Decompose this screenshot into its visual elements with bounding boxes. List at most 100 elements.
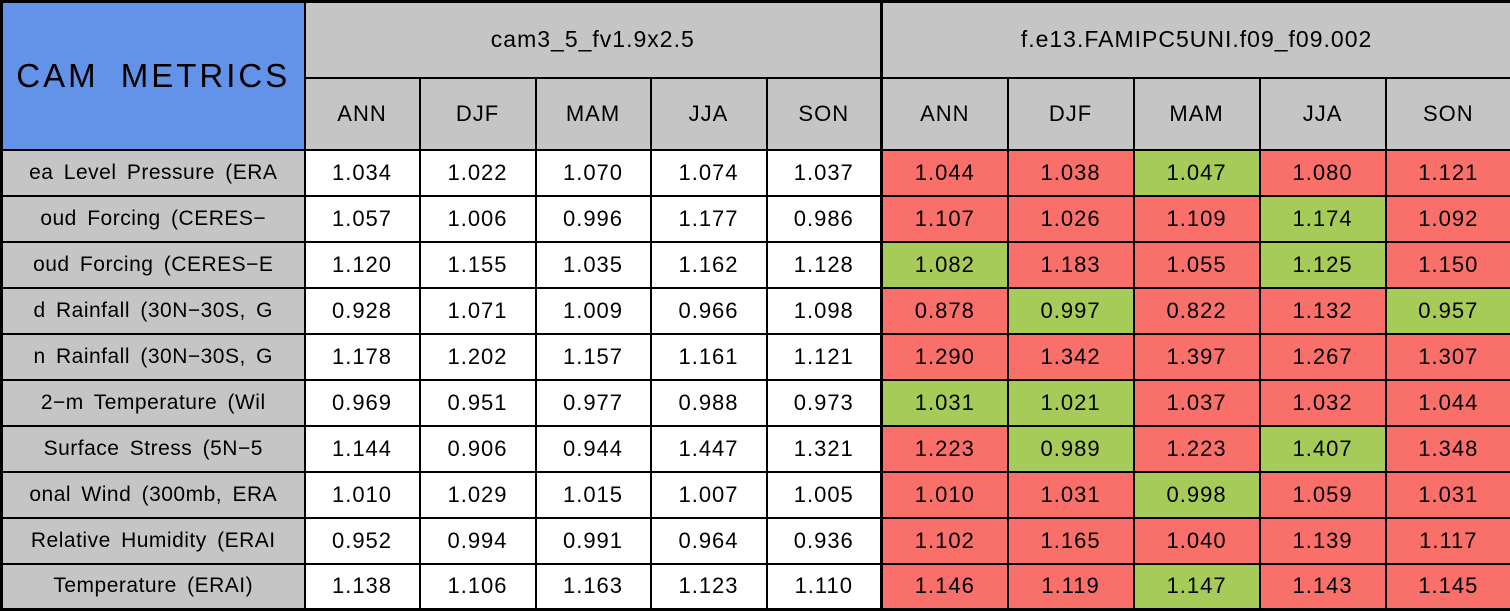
metric-value-cell-green: 0.997: [1006, 286, 1135, 335]
metric-value-cell-red: 1.145: [1384, 562, 1510, 611]
metric-value-cell: 1.022: [418, 148, 537, 197]
metric-value-cell-red: 1.038: [1006, 148, 1135, 197]
metric-value-cell: 0.966: [649, 286, 768, 335]
metric-value-cell-green: 1.174: [1258, 194, 1387, 243]
metric-value-cell-red: 0.822: [1132, 286, 1261, 335]
metric-value-cell-green: 1.407: [1258, 424, 1387, 473]
metric-value-cell: 1.155: [418, 240, 537, 289]
season-column-header: DJF: [1006, 76, 1135, 151]
metric-value-cell: 0.952: [303, 516, 421, 565]
metric-row-label: Temperature (ERAI): [0, 562, 306, 611]
metric-row: 2−m Temperature (Wil 0.969 0.951 0.977 0.988…: [0, 378, 1510, 427]
metric-value-cell: 1.178: [303, 332, 421, 381]
model-header-row: CAM METRICS cam3_5_fv1.9x2.5 f.e13.FAMIP…: [0, 0, 1510, 151]
metric-value-cell: 0.928: [303, 286, 421, 335]
metric-value-cell-red: 1.165: [1006, 516, 1135, 565]
season-column-header: MAM: [1132, 76, 1261, 151]
metric-value-cell: 1.010: [303, 470, 421, 519]
metric-value-cell-red: 1.092: [1384, 194, 1510, 243]
metric-value-cell-red: 1.150: [1384, 240, 1510, 289]
metric-value-cell-red: 1.121: [1384, 148, 1510, 197]
metric-row: onal Wind (300mb, ERA 1.010 1.029 1.015 1.00…: [0, 470, 1510, 519]
season-column-header: SON: [765, 76, 883, 151]
metric-value-cell-red: 1.059: [1258, 470, 1387, 519]
metric-value-cell-red: 1.397: [1132, 332, 1261, 381]
metric-value-cell: 0.988: [649, 378, 768, 427]
metric-value-cell: 0.951: [418, 378, 537, 427]
metric-value-cell-red: 1.119: [1006, 562, 1135, 611]
metric-value-cell-red: 1.132: [1258, 286, 1387, 335]
metric-value-cell: 1.162: [649, 240, 768, 289]
metric-value-cell-green: 1.082: [880, 240, 1009, 289]
season-column-header: SON: [1384, 76, 1510, 151]
metric-value-cell-red: 1.109: [1132, 194, 1261, 243]
metric-value-cell-red: 1.031: [1384, 470, 1510, 519]
metric-value-cell: 0.986: [765, 194, 883, 243]
metric-value-cell-red: 1.107: [880, 194, 1009, 243]
metric-value-cell: 1.110: [765, 562, 883, 611]
metric-value-cell: 1.202: [418, 332, 537, 381]
metric-row: oud Forcing (CERES−E 1.120 1.155 1.035 1.162…: [0, 240, 1510, 289]
metric-value-cell: 0.973: [765, 378, 883, 427]
metric-row-label: n Rainfall (30N−30S, G: [0, 332, 306, 381]
metric-value-cell: 0.969: [303, 378, 421, 427]
metric-value-cell-red: 1.183: [1006, 240, 1135, 289]
season-column-header: JJA: [649, 76, 768, 151]
metric-value-cell-green: 1.031: [880, 378, 1009, 427]
metric-value-cell-red: 1.102: [880, 516, 1009, 565]
metric-value-cell: 1.161: [649, 332, 768, 381]
metric-value-cell-red: 1.146: [880, 562, 1009, 611]
metric-value-cell: 1.123: [649, 562, 768, 611]
model-column-header-f-e13: f.e13.FAMIPC5UNI.f09_f09.002: [880, 0, 1510, 79]
metric-value-cell-red: 1.031: [1006, 470, 1135, 519]
metric-row: Temperature (ERAI) 1.138 1.106 1.163 1.123 1.…: [0, 562, 1510, 611]
metric-value-cell: 1.106: [418, 562, 537, 611]
metric-value-cell-red: 1.044: [1384, 378, 1510, 427]
metric-value-cell: 1.015: [534, 470, 652, 519]
metric-value-cell-green: 1.147: [1132, 562, 1261, 611]
metric-value-cell-red: 1.032: [1258, 378, 1387, 427]
metric-value-cell-red: 1.040: [1132, 516, 1261, 565]
metric-value-cell-red: 1.342: [1006, 332, 1135, 381]
metric-value-cell: 0.977: [534, 378, 652, 427]
metric-row: Surface Stress (5N−5 1.144 0.906 0.944 1.447…: [0, 424, 1510, 473]
metric-value-cell: 0.964: [649, 516, 768, 565]
metric-value-cell-red: 1.267: [1258, 332, 1387, 381]
metric-value-cell: 0.991: [534, 516, 652, 565]
metric-value-cell: 1.007: [649, 470, 768, 519]
metric-value-cell: 1.120: [303, 240, 421, 289]
metric-value-cell-green: 0.957: [1384, 286, 1510, 335]
metric-row-label: ea Level Pressure (ERA: [0, 148, 306, 197]
metric-value-cell-red: 1.037: [1132, 378, 1261, 427]
metric-value-cell-red: 0.878: [880, 286, 1009, 335]
season-header-row: ANN DJF MAM JJA SON ANN DJF MAM JJA SON: [2, 76, 1510, 151]
metric-value-cell-red: 1.026: [1006, 194, 1135, 243]
metric-row: Relative Humidity (ERAI 0.952 0.994 0.991 0.…: [0, 516, 1510, 565]
metric-value-cell: 1.029: [418, 470, 537, 519]
metric-value-cell: 1.074: [649, 148, 768, 197]
metric-value-cell: 1.447: [649, 424, 768, 473]
metric-row-label: Surface Stress (5N−5: [0, 424, 306, 473]
metric-value-cell: 1.071: [418, 286, 537, 335]
metric-value-cell-green: 1.125: [1258, 240, 1387, 289]
metric-value-cell: 1.009: [534, 286, 652, 335]
metric-value-cell: 1.157: [534, 332, 652, 381]
metric-value-cell: 1.177: [649, 194, 768, 243]
metric-value-cell-red: 1.010: [880, 470, 1009, 519]
metric-value-cell: 1.121: [765, 332, 883, 381]
metric-row-label: d Rainfall (30N−30S, G: [0, 286, 306, 335]
metric-value-cell-red: 1.044: [880, 148, 1009, 197]
metric-value-cell-green: 1.021: [1006, 378, 1135, 427]
metric-value-cell-green: 0.989: [1006, 424, 1135, 473]
metric-row-label: 2−m Temperature (Wil: [0, 378, 306, 427]
table-title: CAM METRICS: [0, 0, 306, 151]
metric-value-cell: 1.035: [534, 240, 652, 289]
season-column-header: JJA: [1258, 76, 1387, 151]
metric-value-cell: 1.098: [765, 286, 883, 335]
metric-value-cell-red: 1.348: [1384, 424, 1510, 473]
metric-row: ea Level Pressure (ERA 1.034 1.022 1.070 1.0…: [0, 148, 1510, 197]
metric-value-cell-red: 1.307: [1384, 332, 1510, 381]
metric-row: oud Forcing (CERES− 1.057 1.006 0.996 1.177 0…: [0, 194, 1510, 243]
